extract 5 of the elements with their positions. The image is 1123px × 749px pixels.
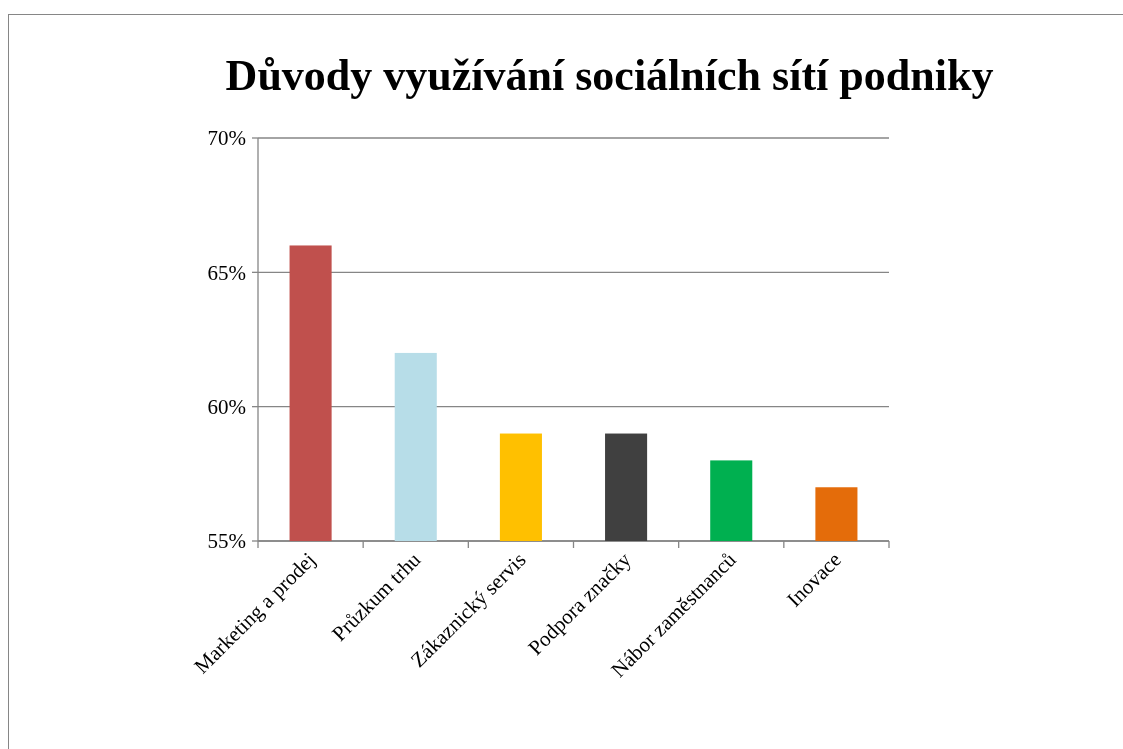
y-tick-label: 70%: [207, 126, 246, 151]
y-tick-label: 65%: [207, 260, 246, 285]
y-tick-label: 60%: [207, 395, 246, 420]
chart-title: Důvody využívání sociálních sítí podniky: [225, 51, 994, 100]
y-tick-label: 55%: [207, 529, 246, 554]
